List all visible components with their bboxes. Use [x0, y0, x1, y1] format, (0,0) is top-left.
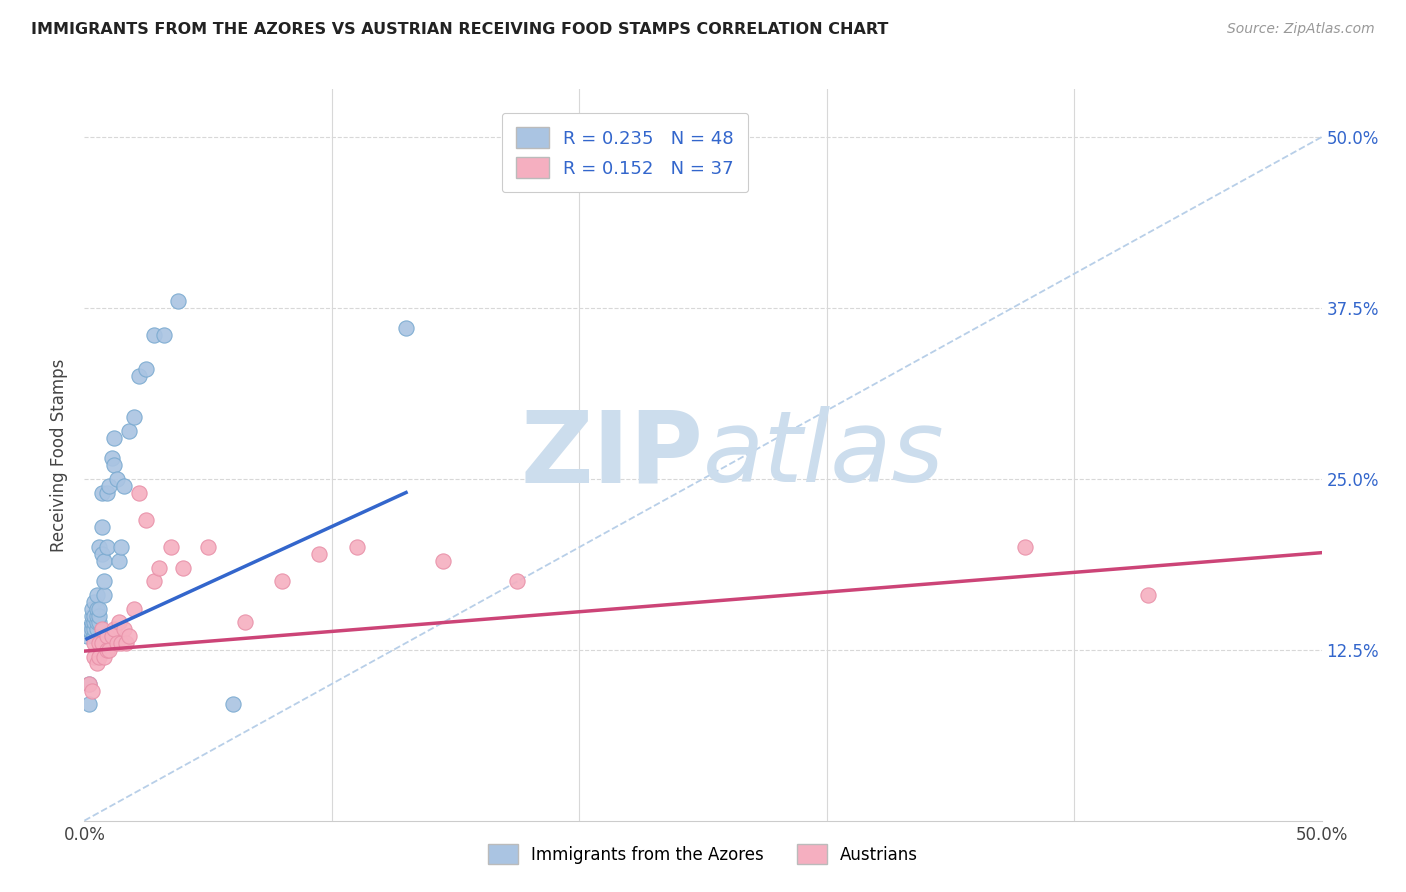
Point [80, 608, 103, 623]
Point [83, 629, 105, 643]
Point [395, 321, 418, 335]
Point [93, 588, 115, 602]
Point [96, 485, 118, 500]
Point [142, 574, 165, 589]
Point [96, 642, 118, 657]
Y-axis label: Receiving Food Stamps: Receiving Food Stamps [49, 359, 67, 551]
Point [432, 554, 454, 568]
Point [160, 540, 183, 554]
Point [89, 540, 111, 554]
Point [83, 608, 105, 623]
Point [90, 636, 112, 650]
Point [90, 519, 112, 533]
Point [86, 622, 108, 636]
Point [80, 615, 103, 630]
Point [108, 615, 131, 630]
Point [135, 362, 157, 376]
Point [105, 472, 128, 486]
Point [108, 554, 131, 568]
Point [83, 622, 105, 636]
Point [83, 615, 105, 630]
Text: atlas: atlas [703, 407, 945, 503]
Point [79, 677, 101, 691]
Point [90, 485, 112, 500]
Point [93, 649, 115, 664]
Point [79, 677, 101, 691]
Point [271, 574, 294, 589]
Point [79, 622, 101, 636]
Point [115, 636, 138, 650]
Point [142, 328, 165, 343]
Point [135, 513, 157, 527]
Text: ZIP: ZIP [520, 407, 703, 503]
Point [89, 601, 111, 615]
Point [80, 622, 103, 636]
Text: IMMIGRANTS FROM THE AZORES VS AUSTRIAN RECEIVING FOOD STAMPS CORRELATION CHART: IMMIGRANTS FROM THE AZORES VS AUSTRIAN R… [31, 22, 889, 37]
Point [233, 615, 256, 630]
Point [506, 574, 529, 589]
Point [80, 683, 103, 698]
Point [172, 560, 194, 574]
Point [98, 478, 121, 492]
Point [222, 698, 245, 712]
Point [76, 622, 98, 636]
Point [1014, 540, 1036, 554]
Point [96, 540, 118, 554]
Point [89, 608, 111, 623]
Point [100, 629, 122, 643]
Point [90, 622, 112, 636]
Point [89, 615, 111, 630]
Point [93, 554, 115, 568]
Point [103, 458, 125, 472]
Point [110, 540, 132, 554]
Point [83, 636, 105, 650]
Point [86, 657, 108, 671]
Text: Source: ZipAtlas.com: Source: ZipAtlas.com [1227, 22, 1375, 37]
Point [152, 328, 174, 343]
Point [112, 478, 135, 492]
Point [89, 649, 111, 664]
Point [148, 560, 170, 574]
Point [346, 540, 368, 554]
Point [118, 629, 141, 643]
Point [93, 574, 115, 589]
Point [86, 615, 108, 630]
Point [83, 649, 105, 664]
Point [197, 540, 219, 554]
Point [122, 601, 145, 615]
Point [90, 547, 112, 561]
Point [118, 424, 141, 438]
Point [112, 622, 135, 636]
Point [128, 369, 150, 384]
Point [86, 588, 108, 602]
Point [1137, 588, 1160, 602]
Point [96, 629, 118, 643]
Point [122, 410, 145, 425]
Point [103, 622, 125, 636]
Legend: Immigrants from the Azores, Austrians: Immigrants from the Azores, Austrians [481, 838, 925, 871]
Point [128, 485, 150, 500]
Point [98, 642, 121, 657]
Point [79, 698, 101, 712]
Point [105, 636, 128, 650]
Point [86, 608, 108, 623]
Point [76, 629, 98, 643]
Point [110, 636, 132, 650]
Point [83, 595, 105, 609]
Point [103, 431, 125, 445]
Point [80, 601, 103, 615]
Point [167, 294, 190, 309]
Point [89, 636, 111, 650]
Point [86, 601, 108, 615]
Point [308, 547, 330, 561]
Legend: R = 0.235   N = 48, R = 0.152   N = 37: R = 0.235 N = 48, R = 0.152 N = 37 [502, 113, 748, 193]
Point [100, 451, 122, 466]
